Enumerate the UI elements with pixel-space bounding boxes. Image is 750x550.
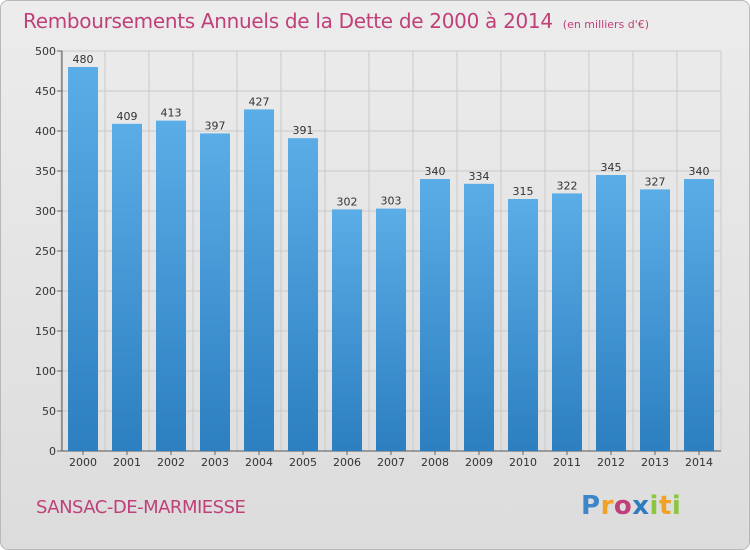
bar-2012 xyxy=(596,175,626,451)
bar-2014 xyxy=(684,179,714,451)
y-tick-label: 100 xyxy=(35,365,56,378)
y-tick-label: 150 xyxy=(35,325,56,338)
value-label-2009: 334 xyxy=(469,170,490,183)
x-tick-label-2000: 2000 xyxy=(69,456,97,469)
bar-2005 xyxy=(288,138,318,451)
y-tick-label: 50 xyxy=(42,405,56,418)
y-tick-label: 0 xyxy=(49,445,56,458)
y-tick-label: 400 xyxy=(35,125,56,138)
bar-2003 xyxy=(200,133,230,451)
y-tick-labels: 0 50 100 150 200 250 300 350 400 450 500 xyxy=(35,45,56,458)
value-label-2001: 409 xyxy=(117,110,138,123)
bar-2007 xyxy=(376,208,406,451)
y-tick-label: 500 xyxy=(35,45,56,58)
value-label-2000: 480 xyxy=(73,53,94,66)
bar-2011 xyxy=(552,193,582,451)
proxiti-logo[interactable]: Proxiti xyxy=(581,491,682,521)
chart-title: Remboursements Annuels de la Dette de 20… xyxy=(23,9,649,33)
x-tick-label-2009: 2009 xyxy=(465,456,493,469)
commune-name: SANSAC-DE-MARMIESSE xyxy=(36,497,246,518)
chart-title-text: Remboursements Annuels de la Dette de 20… xyxy=(23,9,553,33)
bar-2004 xyxy=(244,109,274,452)
value-label-2003: 397 xyxy=(205,119,226,132)
x-tick-label-2002: 2002 xyxy=(157,456,185,469)
x-tick-label-2003: 2003 xyxy=(201,456,229,469)
bar-2013 xyxy=(640,189,670,451)
value-label-2005: 391 xyxy=(293,124,314,137)
y-tick-label: 300 xyxy=(35,205,56,218)
bar-2009 xyxy=(464,183,494,452)
x-tick-label-2008: 2008 xyxy=(421,456,449,469)
value-labels: 480 409 413 397 427 391 302 303 340 334 315 322 345 3… xyxy=(73,53,710,208)
value-label-2010: 315 xyxy=(513,185,534,198)
value-label-2006: 302 xyxy=(337,195,358,208)
x-tick-label-2004: 2004 xyxy=(245,456,273,469)
value-label-2012: 345 xyxy=(601,161,622,174)
y-tick-label: 350 xyxy=(35,165,56,178)
value-label-2007: 303 xyxy=(381,195,402,208)
y-tick-label: 250 xyxy=(35,245,56,258)
x-tick-label-2006: 2006 xyxy=(333,456,361,469)
value-label-2011: 322 xyxy=(557,179,578,192)
y-tick-label: 200 xyxy=(35,285,56,298)
value-label-2013: 327 xyxy=(645,175,666,188)
bar-2008 xyxy=(420,179,450,451)
x-tick-label-2005: 2005 xyxy=(289,456,317,469)
chart-unit: (en milliers d'€) xyxy=(562,18,650,31)
bar-2000 xyxy=(68,67,98,451)
x-tick-label-2012: 2012 xyxy=(597,456,625,469)
bars xyxy=(68,67,714,452)
x-tick-label-2011: 2011 xyxy=(553,456,581,469)
x-tick-label-2014: 2014 xyxy=(685,456,713,469)
x-tick-label-2007: 2007 xyxy=(377,456,405,469)
x-tick-label-2013: 2013 xyxy=(641,456,669,469)
x-tick-label-2001: 2001 xyxy=(113,456,141,469)
value-label-2004: 427 xyxy=(249,95,270,108)
x-tick-label-2010: 2010 xyxy=(509,456,537,469)
bar-2006 xyxy=(332,209,362,451)
value-label-2014: 340 xyxy=(689,165,710,178)
bar-2002 xyxy=(156,120,186,451)
bar-2001 xyxy=(112,123,142,452)
x-tick-labels: 2000 2001 2002 2003 2004 2005 2006 2007 2008 2009… xyxy=(69,456,713,469)
value-label-2008: 340 xyxy=(425,165,446,178)
y-tick-label: 450 xyxy=(35,85,56,98)
value-label-2002: 413 xyxy=(161,107,182,120)
bar-2010 xyxy=(508,199,538,451)
